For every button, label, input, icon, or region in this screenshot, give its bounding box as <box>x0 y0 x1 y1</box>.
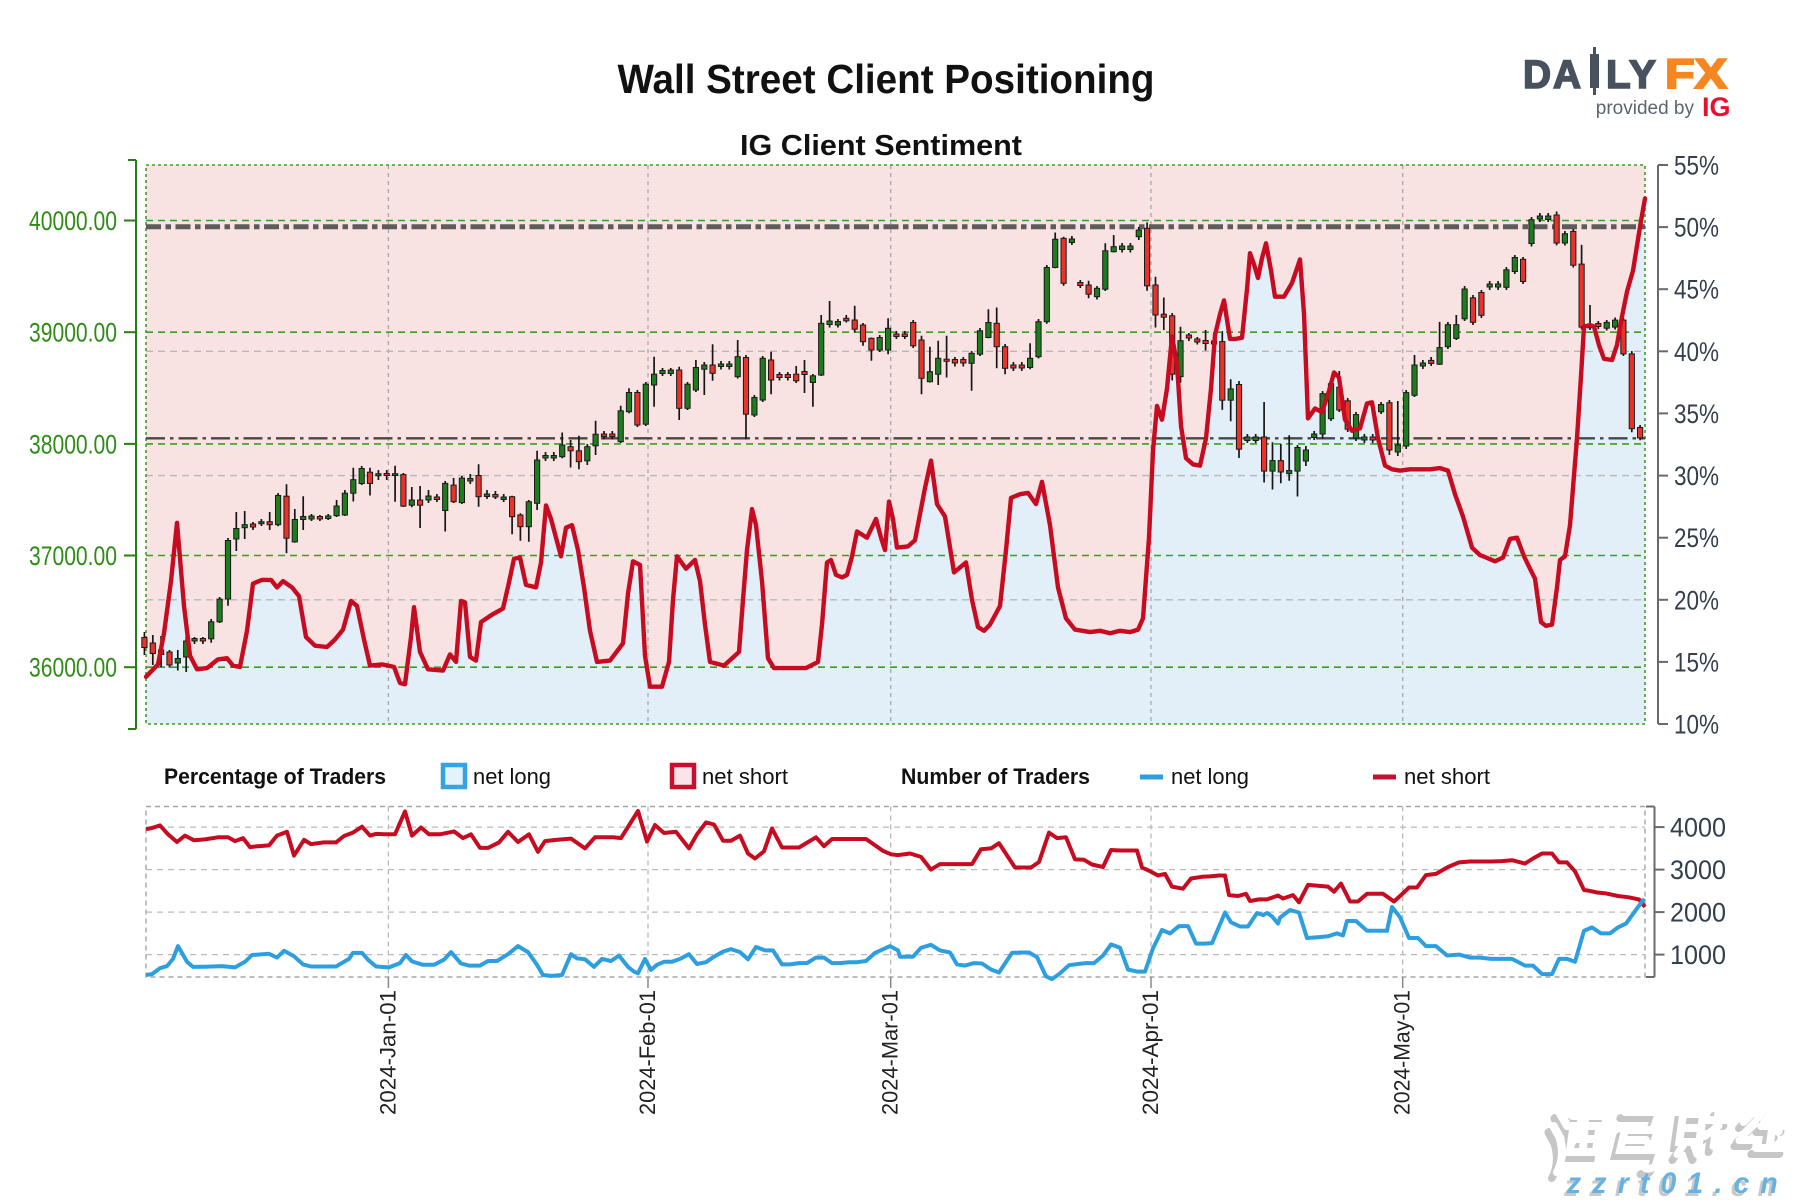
svg-text:2024-May-01: 2024-May-01 <box>1390 990 1415 1115</box>
svg-text:3000: 3000 <box>1670 855 1726 885</box>
svg-text:30%: 30% <box>1674 461 1719 491</box>
svg-text:2024-Feb-01: 2024-Feb-01 <box>635 990 660 1115</box>
svg-text:2024-Jan-01: 2024-Jan-01 <box>375 990 400 1115</box>
svg-text:50%: 50% <box>1674 213 1719 243</box>
svg-text:39000.00: 39000.00 <box>29 318 117 348</box>
svg-text:Wall Street Client Positioning: Wall Street Client Positioning <box>618 56 1155 102</box>
svg-text:Percentage of Traders: Percentage of Traders <box>164 764 386 789</box>
svg-text:zzrt01.cn: zzrt01.cn <box>1563 1170 1786 1200</box>
svg-text:25%: 25% <box>1674 523 1719 553</box>
svg-text:40000.00: 40000.00 <box>29 206 117 236</box>
svg-text:55%: 55% <box>1674 151 1719 181</box>
svg-text:Number of Traders: Number of Traders <box>901 764 1090 789</box>
svg-text:net short: net short <box>702 764 788 789</box>
svg-text:4000: 4000 <box>1670 813 1726 843</box>
svg-text:2024-Apr-01: 2024-Apr-01 <box>1138 990 1163 1115</box>
svg-text:2000: 2000 <box>1670 898 1726 928</box>
svg-text:38000.00: 38000.00 <box>29 429 117 459</box>
svg-text:net long: net long <box>473 764 551 789</box>
svg-text:2024-Mar-01: 2024-Mar-01 <box>878 990 903 1115</box>
svg-text:1000: 1000 <box>1670 940 1726 970</box>
svg-text:36000.00: 36000.00 <box>29 653 117 683</box>
svg-text:37000.00: 37000.00 <box>29 541 117 571</box>
svg-text:20%: 20% <box>1674 585 1719 615</box>
svg-text:IG Client Sentiment: IG Client Sentiment <box>740 130 1022 162</box>
svg-text:10%: 10% <box>1674 710 1719 740</box>
svg-text:provided by: provided by <box>1596 98 1695 119</box>
svg-text:FX: FX <box>1665 50 1727 97</box>
svg-text:45%: 45% <box>1674 275 1719 305</box>
svg-text:net long: net long <box>1171 764 1249 789</box>
svg-text:LY: LY <box>1606 53 1658 97</box>
svg-text:net short: net short <box>1404 764 1490 789</box>
svg-text:40%: 40% <box>1674 337 1719 367</box>
svg-text:35%: 35% <box>1674 399 1719 429</box>
svg-text:15%: 15% <box>1674 647 1719 677</box>
svg-text:zzrt01.cn: zzrt01.cn <box>1566 1167 1789 1200</box>
svg-text:DA: DA <box>1523 53 1583 97</box>
svg-text:IG: IG <box>1702 92 1731 122</box>
